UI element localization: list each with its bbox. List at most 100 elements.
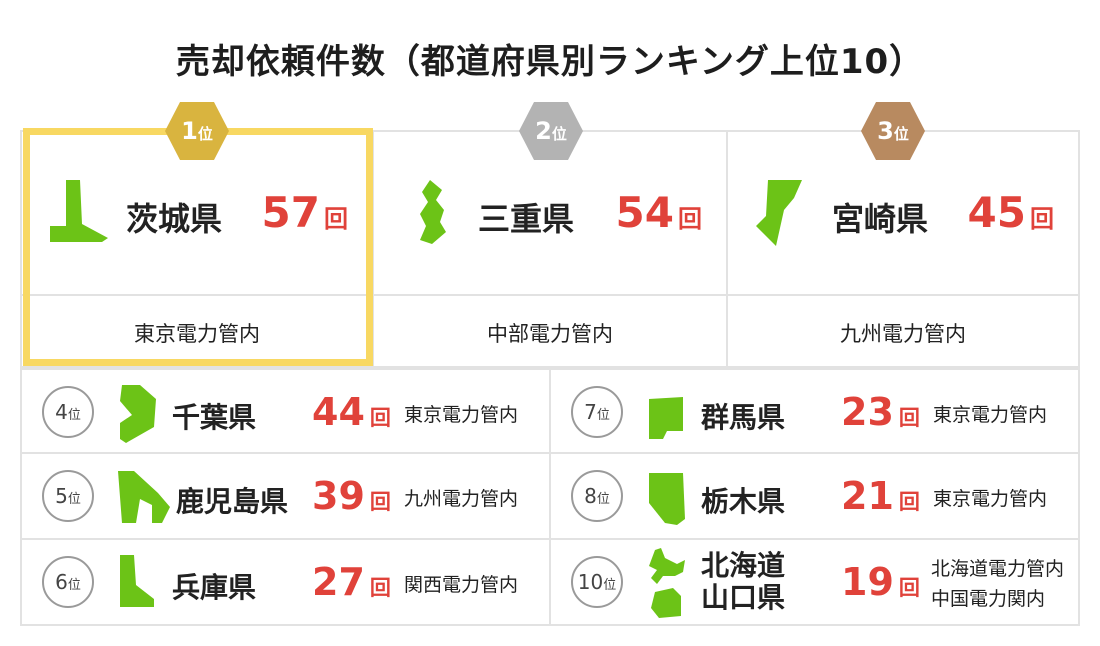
rank-badge-1: 1位 bbox=[163, 100, 231, 162]
rank-number: 7 bbox=[584, 400, 597, 424]
power-area: 東京電力管内 bbox=[404, 404, 519, 426]
count-unit: 回 bbox=[369, 576, 391, 600]
rank-number: 8 bbox=[584, 484, 597, 508]
rank-card-1: 茨城県 57 回 東京電力管内 bbox=[20, 130, 374, 368]
power-area: 九州電力管内 bbox=[404, 488, 519, 510]
count-value: 19 回 bbox=[841, 560, 920, 604]
power-area: 東京電力管内 bbox=[933, 488, 1048, 510]
prefecture-name: 群馬県 bbox=[701, 401, 786, 434]
count-value: 21 回 bbox=[841, 474, 920, 518]
power-area: 関西電力管内 bbox=[404, 574, 519, 596]
rank-circle: 5位 bbox=[42, 470, 94, 522]
count-unit: 回 bbox=[369, 490, 391, 514]
rank-suffix: 位 bbox=[67, 408, 81, 423]
prefecture-name: 茨城県 bbox=[126, 200, 223, 238]
prefecture-name: 宮崎県 bbox=[832, 200, 929, 238]
rank-row-4: 4位 千葉県 44 回 東京電力管内 bbox=[20, 368, 551, 454]
count-unit: 回 bbox=[369, 406, 391, 430]
count-number: 27 bbox=[312, 560, 365, 604]
count-number: 23 bbox=[841, 390, 894, 434]
count-unit: 回 bbox=[898, 406, 920, 430]
rank-card-2: 三重県 54 回 中部電力管内 bbox=[374, 130, 728, 368]
power-area: 東京電力管内 bbox=[134, 322, 260, 346]
rank-number: 6 bbox=[55, 570, 68, 594]
count-number: 54 bbox=[615, 188, 674, 237]
count-unit: 回 bbox=[1030, 205, 1054, 233]
chiba-map-icon bbox=[120, 385, 156, 443]
rank-suffix: 位 bbox=[551, 125, 567, 143]
rank-number: 2 bbox=[535, 117, 552, 145]
rank-badge-label: 3位 bbox=[859, 100, 927, 162]
rank-row-6: 6位 兵庫県 27 回 関西電力管内 bbox=[20, 540, 551, 626]
card-divider bbox=[22, 294, 372, 296]
rank-row-8: 8位 栃木県 21 回 東京電力管内 bbox=[551, 454, 1080, 540]
count-unit: 回 bbox=[324, 205, 348, 233]
power-area-line-2: 中国電力関内 bbox=[931, 588, 1046, 610]
count-value: 45 回 bbox=[968, 188, 1054, 237]
prefecture-name: 鹿児島県 bbox=[176, 485, 289, 518]
power-area: 東京電力管内 bbox=[933, 404, 1048, 426]
rank-number: 10 bbox=[577, 570, 604, 594]
count-number: 19 bbox=[841, 560, 894, 604]
hyogo-map-icon bbox=[120, 555, 154, 607]
count-number: 21 bbox=[841, 474, 894, 518]
rank-badge-label: 1位 bbox=[163, 100, 231, 162]
rank-suffix: 位 bbox=[596, 492, 610, 507]
prefecture-name: 北海道 山口県 bbox=[701, 550, 785, 614]
count-number: 45 bbox=[967, 188, 1026, 237]
rank-circle: 4位 bbox=[42, 386, 94, 438]
gold-hexagon-icon bbox=[165, 102, 229, 160]
rank-suffix: 位 bbox=[603, 578, 617, 593]
rank-circle: 6位 bbox=[42, 556, 94, 608]
rank-number: 4 bbox=[55, 400, 68, 424]
count-number: 44 bbox=[312, 390, 365, 434]
count-value: 39 回 bbox=[312, 474, 391, 518]
silver-hexagon-icon bbox=[519, 102, 583, 160]
rank-number: 5 bbox=[55, 484, 68, 508]
rank-card-3: 宮崎県 45 回 九州電力管内 bbox=[728, 130, 1080, 368]
count-unit: 回 bbox=[678, 205, 702, 233]
chart-title: 売却依頼件数（都道府県別ランキング上位10） bbox=[175, 42, 925, 82]
rank-badge-3: 3位 bbox=[859, 100, 927, 162]
count-unit: 回 bbox=[898, 490, 920, 514]
gunma-map-icon bbox=[649, 397, 683, 439]
rank-circle: 10位 bbox=[571, 556, 623, 608]
tochigi-map-icon bbox=[649, 473, 685, 525]
rank-suffix: 位 bbox=[67, 492, 81, 507]
rank-circle: 8位 bbox=[571, 470, 623, 522]
prefecture-name: 三重県 bbox=[478, 200, 575, 238]
power-area: 中部電力管内 bbox=[487, 322, 613, 346]
power-area-line-1: 北海道電力管内 bbox=[931, 558, 1065, 580]
rank-circle: 7位 bbox=[571, 386, 623, 438]
rank-row-5: 5位 鹿児島県 39 回 九州電力管内 bbox=[20, 454, 551, 540]
rank-row-10: 10位 北海道 山口県 19 回 北海道電力管内 中国電力関内 bbox=[551, 540, 1080, 626]
count-value: 44 回 bbox=[312, 390, 391, 434]
rank-badge-2: 2位 bbox=[517, 100, 585, 162]
count-number: 39 bbox=[312, 474, 365, 518]
ibaraki-map-icon bbox=[50, 180, 108, 242]
count-value: 54 回 bbox=[616, 188, 702, 237]
count-number: 57 bbox=[261, 188, 320, 237]
rank-number: 1 bbox=[181, 117, 198, 145]
rank-suffix: 位 bbox=[67, 578, 81, 593]
rank-suffix: 位 bbox=[197, 125, 213, 143]
bronze-hexagon-icon bbox=[861, 102, 925, 160]
count-unit: 回 bbox=[898, 576, 920, 600]
prefecture-name-line-2: 山口県 bbox=[701, 581, 786, 614]
rank-row-7: 7位 群馬県 23 回 東京電力管内 bbox=[551, 368, 1080, 454]
hokkaido-yamaguchi-map-icon bbox=[649, 548, 685, 618]
prefecture-name: 栃木県 bbox=[701, 485, 786, 518]
mie-map-icon bbox=[420, 180, 446, 244]
rank-number: 3 bbox=[877, 117, 894, 145]
rank-suffix: 位 bbox=[893, 125, 909, 143]
count-value: 27 回 bbox=[312, 560, 391, 604]
count-value: 23 回 bbox=[841, 390, 920, 434]
prefecture-name: 千葉県 bbox=[172, 401, 257, 434]
card-divider bbox=[728, 294, 1078, 296]
card-divider bbox=[374, 294, 726, 296]
prefecture-name: 兵庫県 bbox=[172, 571, 257, 604]
power-area: 北海道電力管内 中国電力関内 bbox=[931, 554, 1064, 614]
power-area: 九州電力管内 bbox=[840, 322, 966, 346]
rank-suffix: 位 bbox=[596, 408, 610, 423]
miyazaki-map-icon bbox=[756, 180, 802, 246]
